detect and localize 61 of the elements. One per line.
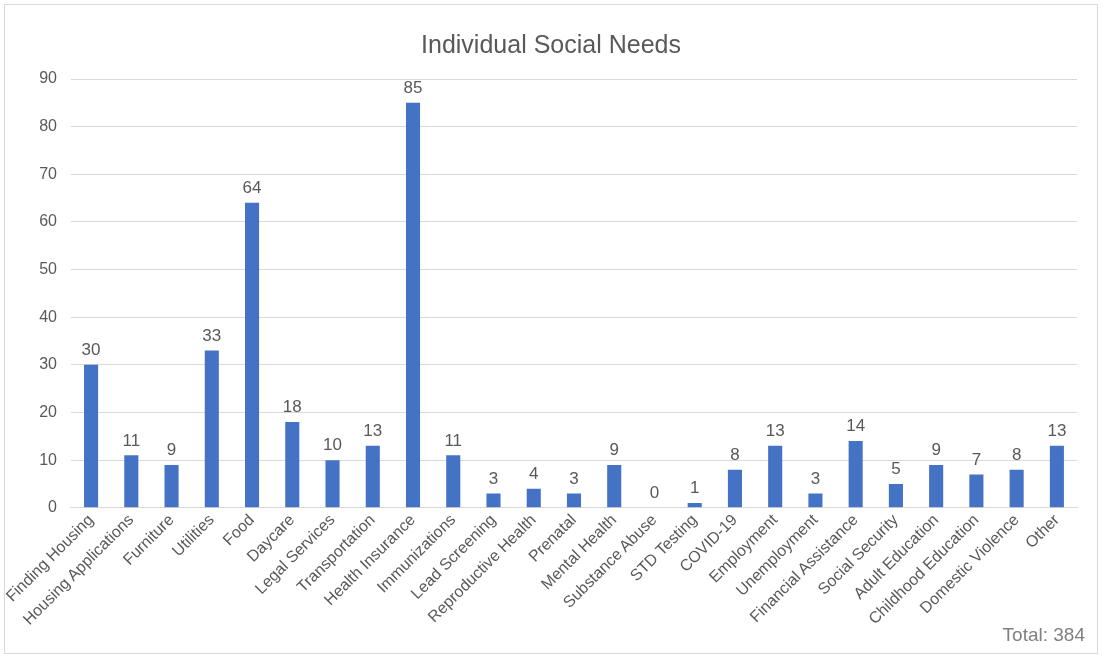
bar — [446, 455, 461, 508]
data-label: 3 — [488, 468, 499, 488]
bar — [848, 441, 863, 508]
bar — [607, 464, 622, 508]
data-label: 9 — [931, 440, 941, 460]
bar — [768, 445, 783, 508]
data-label: 10 — [323, 435, 342, 455]
bar — [929, 464, 944, 508]
bar — [204, 350, 219, 508]
bar — [526, 488, 541, 508]
y-tick-label: 20 — [39, 402, 58, 420]
y-tick-label: 40 — [39, 307, 58, 325]
data-label: 3 — [810, 468, 821, 488]
y-tick-label: 70 — [39, 164, 58, 182]
text: Total: 384 — [1002, 623, 1086, 645]
bar — [486, 493, 501, 508]
y-tick-label: 30 — [39, 355, 58, 373]
data-label: 5 — [891, 459, 901, 479]
bar — [365, 445, 380, 508]
bar — [969, 474, 984, 508]
bar — [566, 493, 582, 508]
data-label: 9 — [609, 440, 619, 460]
data-label: 7 — [971, 449, 982, 469]
y-tick-label: 60 — [39, 212, 58, 230]
data-label: 8 — [730, 444, 740, 464]
data-label: 13 — [363, 421, 383, 441]
bar — [285, 422, 300, 508]
data-label: 30 — [81, 340, 101, 360]
data-label: 33 — [202, 325, 222, 345]
data-label: 9 — [166, 440, 177, 460]
data-label: 18 — [282, 397, 302, 417]
data-label: 4 — [529, 463, 539, 483]
bar — [84, 364, 99, 508]
bar — [1049, 445, 1064, 508]
data-label: 85 — [403, 78, 423, 98]
chart-title: Individual Social Needs — [421, 29, 681, 58]
bar — [124, 455, 139, 508]
data-label: 14 — [846, 416, 866, 436]
data-label: 11 — [122, 430, 141, 450]
y-tick-label: 10 — [39, 450, 58, 468]
bar — [888, 483, 903, 508]
data-label: 8 — [1011, 444, 1022, 464]
y-tick-label: 90 — [39, 69, 58, 87]
bar — [405, 102, 421, 508]
data-label: 1 — [689, 478, 700, 498]
y-tick-label: 80 — [39, 117, 58, 135]
y-tick-label: 0 — [48, 498, 58, 516]
data-label: 64 — [242, 178, 262, 198]
data-label: 3 — [569, 468, 579, 488]
data-label: 13 — [765, 421, 785, 441]
bar — [727, 469, 742, 508]
bar — [245, 202, 260, 508]
bar — [164, 464, 179, 508]
bar — [325, 460, 340, 508]
data-label: 11 — [444, 430, 463, 450]
y-tick-label: 50 — [39, 259, 58, 277]
bar — [687, 503, 702, 508]
bar — [1009, 469, 1024, 508]
data-label: 0 — [649, 482, 660, 502]
data-label: 13 — [1047, 421, 1067, 441]
bar — [808, 493, 823, 508]
